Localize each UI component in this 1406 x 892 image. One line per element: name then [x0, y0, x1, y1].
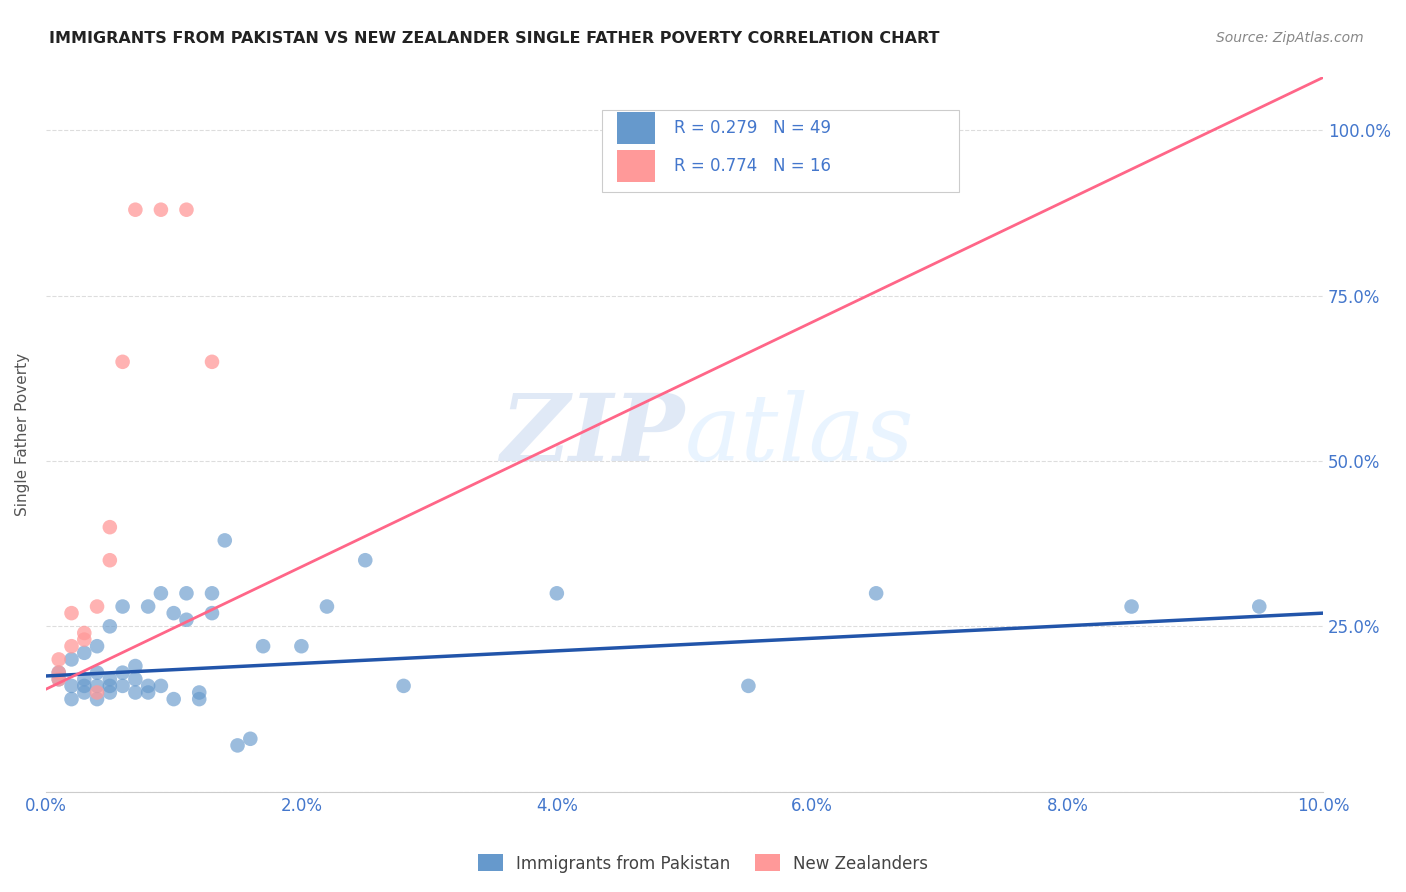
Point — [60, 679, 83, 693]
Point — [163, 606, 186, 620]
Point — [98, 619, 121, 633]
Text: atlas: atlas — [685, 390, 914, 480]
Text: R = 0.774   N = 16: R = 0.774 N = 16 — [675, 157, 831, 175]
Point — [149, 679, 172, 693]
Point — [290, 639, 312, 653]
Point — [1121, 599, 1143, 614]
Point — [86, 679, 108, 693]
FancyBboxPatch shape — [617, 112, 655, 145]
Point — [737, 679, 759, 693]
Point — [98, 685, 121, 699]
Text: Source: ZipAtlas.com: Source: ZipAtlas.com — [1216, 31, 1364, 45]
Point — [124, 673, 146, 687]
Point — [1249, 599, 1271, 614]
Point — [98, 679, 121, 693]
Point — [316, 599, 339, 614]
Point — [188, 692, 211, 706]
Point — [214, 533, 236, 548]
Point — [73, 685, 96, 699]
Point — [546, 586, 568, 600]
Point — [201, 606, 224, 620]
Point — [86, 692, 108, 706]
Point — [865, 586, 887, 600]
Text: IMMIGRANTS FROM PAKISTAN VS NEW ZEALANDER SINGLE FATHER POVERTY CORRELATION CHAR: IMMIGRANTS FROM PAKISTAN VS NEW ZEALANDE… — [49, 31, 939, 46]
Text: R = 0.279   N = 49: R = 0.279 N = 49 — [675, 119, 831, 137]
Point — [86, 639, 108, 653]
Point — [86, 685, 108, 699]
Point — [73, 646, 96, 660]
Point — [60, 692, 83, 706]
Point — [136, 685, 159, 699]
Point — [73, 626, 96, 640]
Y-axis label: Single Father Poverty: Single Father Poverty — [15, 353, 30, 516]
Point — [163, 692, 186, 706]
Point — [124, 659, 146, 673]
Point — [111, 355, 134, 369]
Point — [98, 673, 121, 687]
Point — [392, 679, 415, 693]
Point — [86, 599, 108, 614]
Legend: Immigrants from Pakistan, New Zealanders: Immigrants from Pakistan, New Zealanders — [471, 847, 935, 880]
Point — [111, 679, 134, 693]
Point — [176, 613, 198, 627]
Point — [201, 586, 224, 600]
Point — [239, 731, 262, 746]
Point — [136, 679, 159, 693]
Point — [176, 586, 198, 600]
Point — [48, 652, 70, 666]
Point — [201, 355, 224, 369]
Point — [149, 586, 172, 600]
FancyBboxPatch shape — [602, 110, 959, 192]
Point — [149, 202, 172, 217]
Point — [136, 599, 159, 614]
Point — [354, 553, 377, 567]
Point — [60, 652, 83, 666]
Point — [111, 665, 134, 680]
Point — [252, 639, 274, 653]
Point — [60, 606, 83, 620]
FancyBboxPatch shape — [617, 150, 655, 182]
Point — [48, 673, 70, 687]
Point — [98, 520, 121, 534]
Point — [48, 665, 70, 680]
Point — [98, 553, 121, 567]
Point — [73, 632, 96, 647]
Point — [86, 665, 108, 680]
Point — [73, 679, 96, 693]
Point — [48, 673, 70, 687]
Point — [226, 739, 249, 753]
Point — [111, 599, 134, 614]
Point — [60, 639, 83, 653]
Point — [73, 673, 96, 687]
Point — [188, 685, 211, 699]
Point — [124, 202, 146, 217]
Point — [48, 665, 70, 680]
Point — [124, 685, 146, 699]
Point — [176, 202, 198, 217]
Text: ZIP: ZIP — [501, 390, 685, 480]
